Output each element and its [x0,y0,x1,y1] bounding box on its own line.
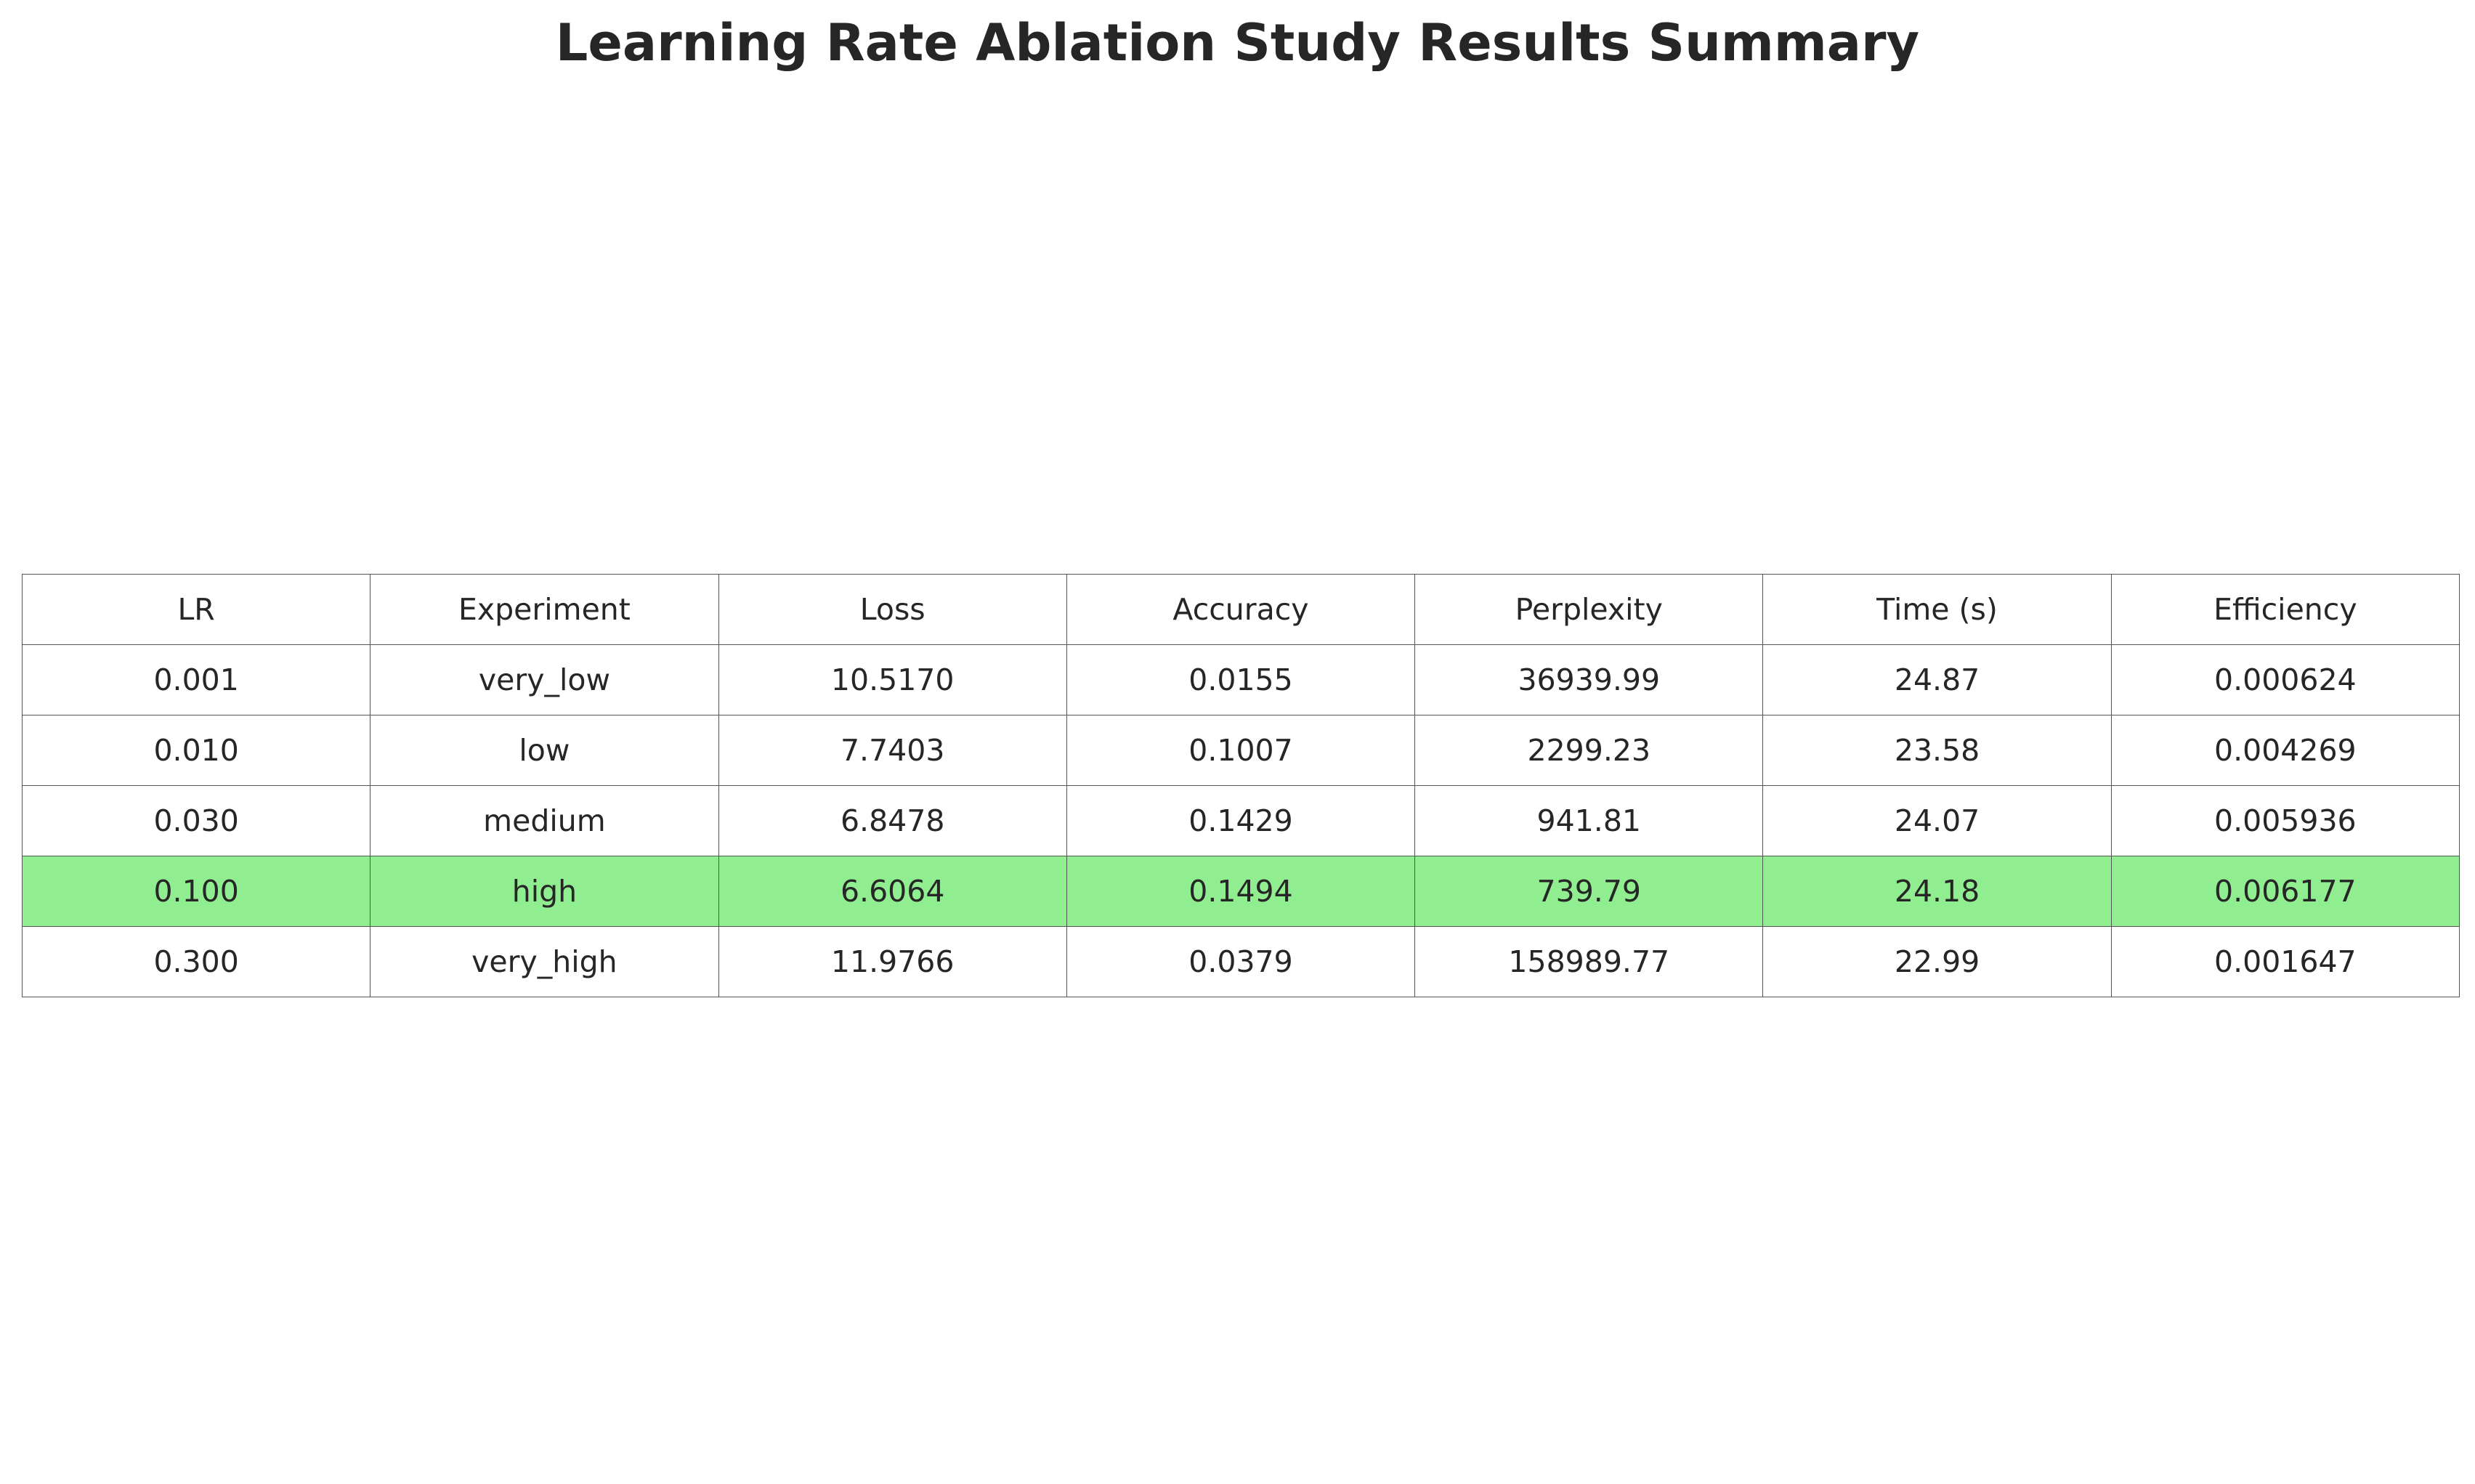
table-cell: very_high [370,926,719,997]
table-cell: 6.8478 [718,785,1067,856]
column-header: Time (s) [1762,574,2112,645]
table-cell: 2299.23 [1414,715,1764,786]
column-header: Experiment [370,574,719,645]
table-cell: 11.9766 [718,926,1067,997]
table-cell: 0.006177 [2110,856,2460,927]
table-cell: 941.81 [1414,785,1764,856]
column-header: Loss [718,574,1067,645]
table-cell: 24.18 [1762,856,2112,927]
table-cell: very_low [370,644,719,715]
table-cell: 36939.99 [1414,644,1764,715]
header-row: LR Experiment Loss Accuracy Perplexity Time (… [21,574,2460,645]
table-cell: 0.300 [21,926,371,997]
table-row: 0.030 medium 6.8478 0.1429 941.81 24.07 0.0059… [21,785,2460,856]
table-cell: 0.030 [21,785,371,856]
table-row: 0.010 low 7.7403 0.1007 2299.23 23.58 0.004269 [21,715,2460,786]
table-cell: 24.07 [1762,785,2112,856]
table-cell: 0.100 [21,856,371,927]
table-cell: 23.58 [1762,715,2112,786]
table-cell: 739.79 [1414,856,1764,927]
table-cell: 0.001 [21,644,371,715]
table-cell: 24.87 [1762,644,2112,715]
table-cell: 7.7403 [718,715,1067,786]
table-row: 0.300 very_high 11.9766 0.0379 158989.77 22.9… [21,926,2460,997]
table-cell: high [370,856,719,927]
table-cell: medium [370,785,719,856]
table-cell: 0.005936 [2110,785,2460,856]
table-cell: 0.1007 [1066,715,1416,786]
table-body: 0.001 very_low 10.5170 0.0155 36939.99 24.87 0… [21,644,2460,997]
column-header: Efficiency [2110,574,2460,645]
table-cell: 0.0155 [1066,644,1416,715]
table-header: LR Experiment Loss Accuracy Perplexity Time (… [21,574,2460,645]
table-cell: 0.1429 [1066,785,1416,856]
table-cell: 6.6064 [718,856,1067,927]
chart-title: Learning Rate Ablation Study Results Sum… [555,13,1920,73]
table-cell: 0.004269 [2110,715,2460,786]
table-cell: 22.99 [1762,926,2112,997]
table-row: 0.001 very_low 10.5170 0.0155 36939.99 24.87 0… [21,644,2460,715]
table-cell: 0.1494 [1066,856,1416,927]
table-cell: 0.001647 [2110,926,2460,997]
table-cell: 158989.77 [1414,926,1764,997]
column-header: LR [21,574,371,645]
table-cell: 0.0379 [1066,926,1416,997]
results-table: LR Experiment Loss Accuracy Perplexity Time (… [21,574,2460,997]
column-header: Perplexity [1414,574,1764,645]
column-header: Accuracy [1066,574,1416,645]
table-cell: 0.000624 [2110,644,2460,715]
table-cell: low [370,715,719,786]
table-cell: 0.010 [21,715,371,786]
table-row-highlighted: 0.100 high 6.6064 0.1494 739.79 24.18 0.006177 [21,856,2460,927]
table-cell: 10.5170 [718,644,1067,715]
